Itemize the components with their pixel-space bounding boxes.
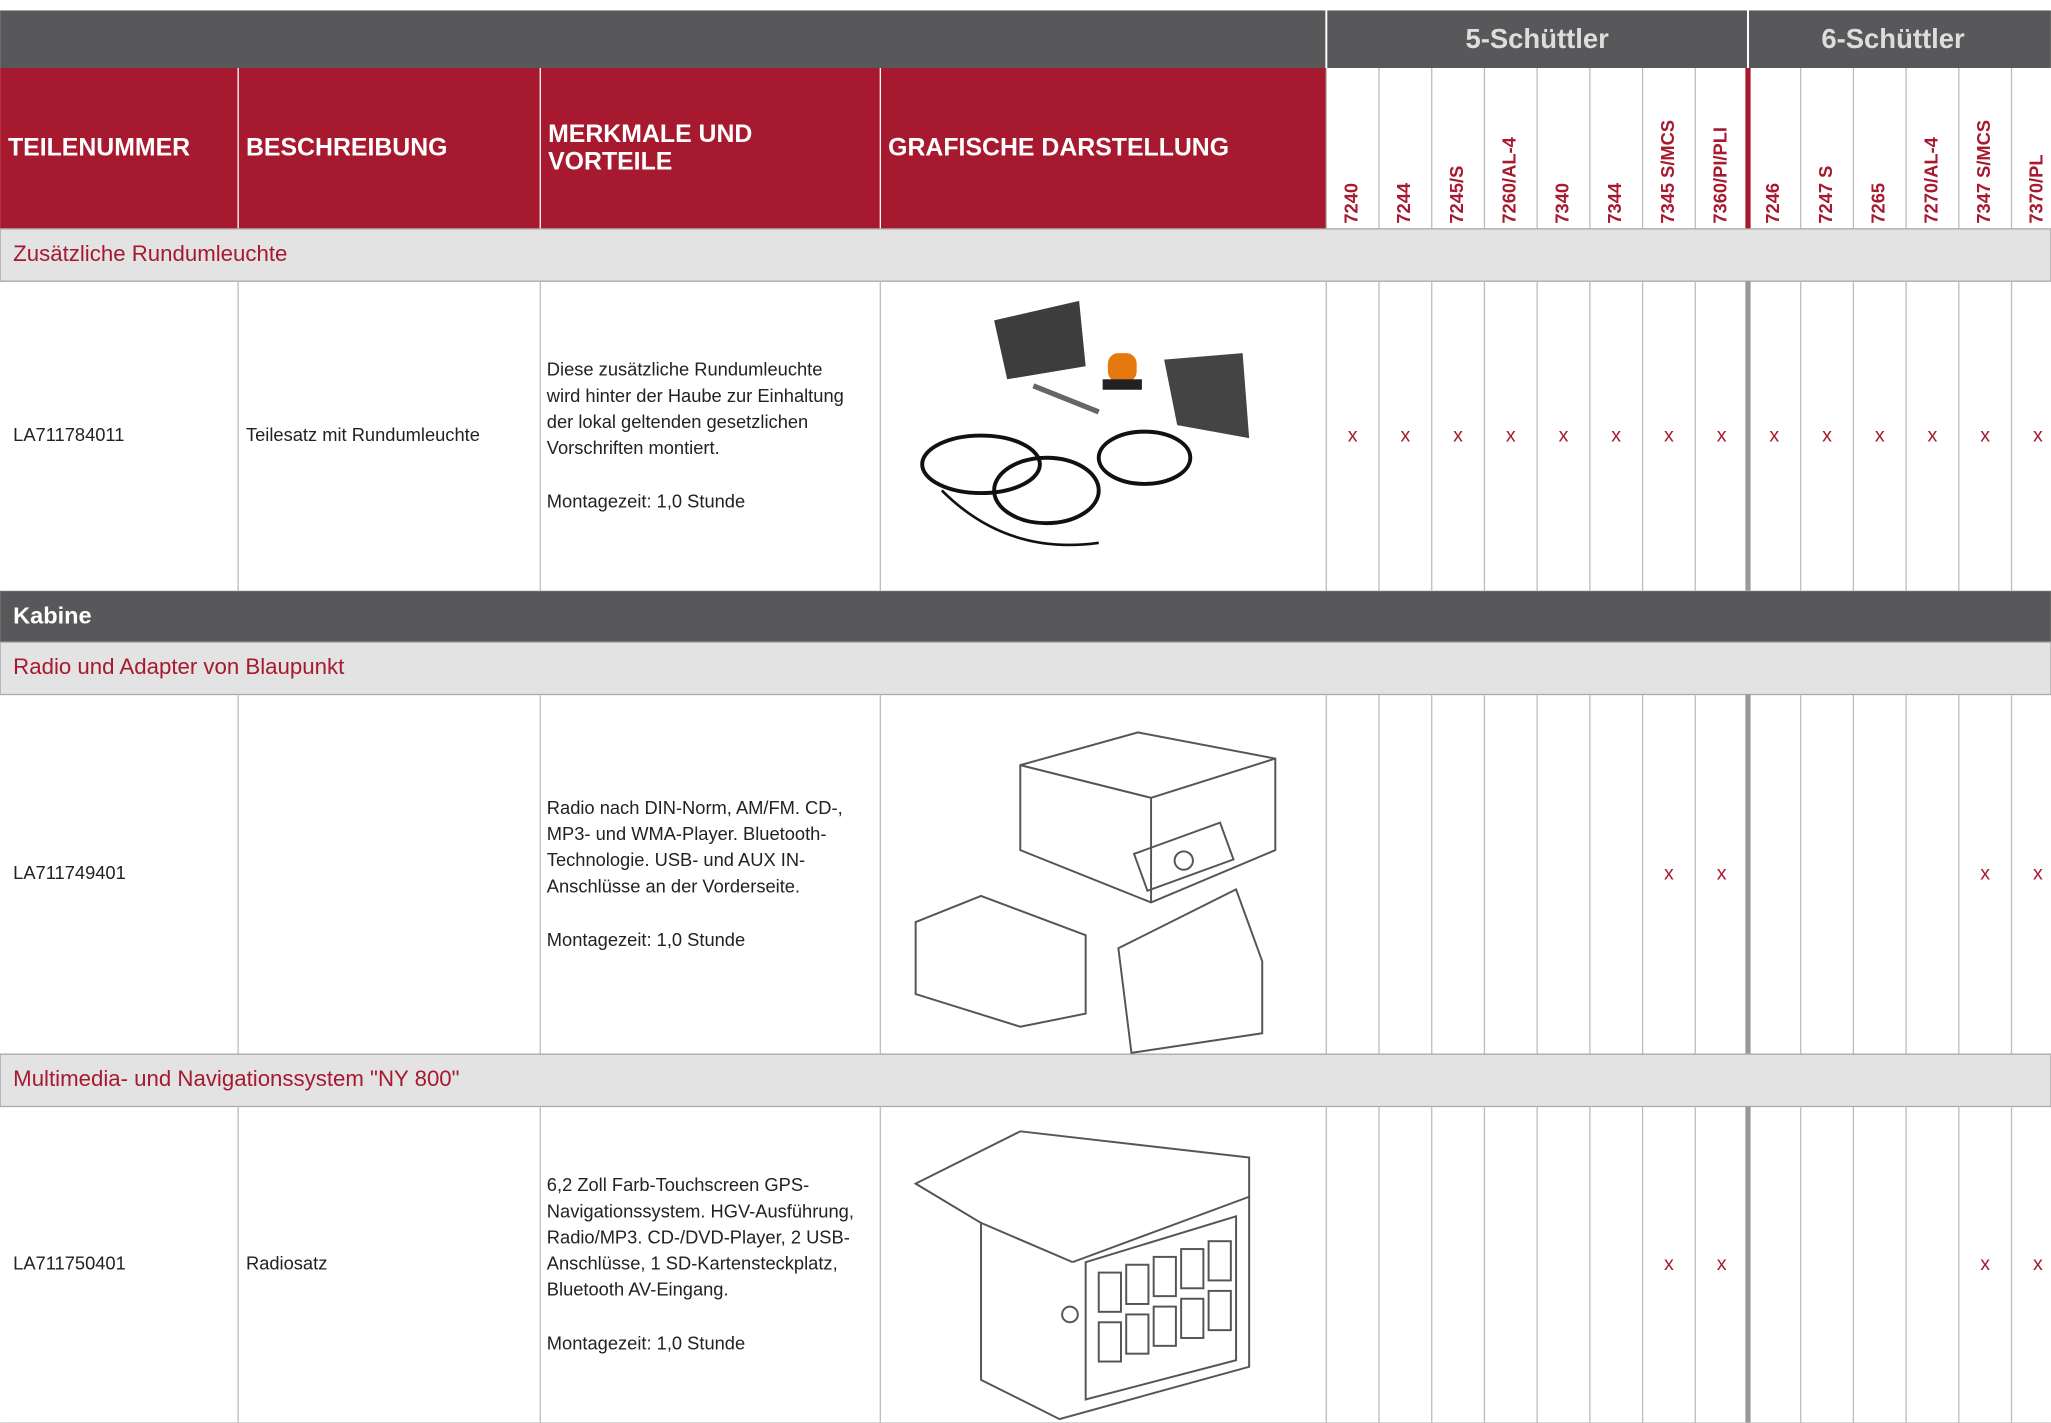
group-label: 5-Schüttler: [1465, 23, 1609, 54]
model-label: 7270/AL-4: [1920, 136, 1941, 223]
subheading: Zusätzliche Rundumleuchte: [13, 241, 287, 266]
fit-mark: x: [1875, 424, 1885, 446]
fit-mark: x: [1980, 1253, 1990, 1275]
part-number: LA711784011: [13, 424, 124, 445]
fit-mark: x: [2033, 1253, 2043, 1275]
fit-mark: x: [1664, 863, 1674, 885]
model-label: 7260/AL-4: [1499, 136, 1520, 223]
beacon-kit-image: [902, 294, 1295, 580]
subheading: Multimedia- und Navigationssystem "NY 80…: [13, 1066, 459, 1091]
fit-mark: x: [1980, 424, 1990, 446]
group-band: [0, 10, 2051, 69]
navigation-image: [913, 1130, 1251, 1421]
fit-mark: x: [2033, 863, 2043, 885]
fit-mark: x: [1664, 424, 1674, 446]
feature-line: der lokal geltenden gesetzlichen: [547, 411, 808, 432]
images: [902, 294, 1295, 1421]
feature-line: Navigationssystem. HGV-Ausführung,: [547, 1200, 854, 1221]
feature-line: wird hinter der Haube zur Einhaltung: [546, 385, 844, 406]
fit-mark: x: [1717, 863, 1727, 885]
feature-line: MP3- und WMA-Player. Bluetooth-: [547, 823, 827, 844]
subheading: Radio und Adapter von Blaupunkt: [13, 654, 345, 679]
feature-line: Vorschriften montiert.: [547, 437, 720, 458]
model-label: 7345 S/MCS: [1657, 120, 1678, 224]
fit-mark: x: [1506, 424, 1516, 446]
column-header: MERKMALE UND: [548, 121, 752, 148]
part-number: LA711750401: [13, 1253, 126, 1274]
model-label: 7240: [1341, 183, 1362, 224]
fit-mark: x: [1400, 424, 1410, 446]
mounting-time: Montagezeit: 1,0 Stunde: [547, 491, 745, 512]
feature-line: Anschlüsse an der Vorderseite.: [547, 875, 800, 896]
model-label: 7265: [1868, 183, 1889, 224]
heading-band: [0, 591, 2051, 643]
feature-line: Diese zusätzliche Rundumleuchte: [547, 359, 823, 380]
fit-mark: x: [1348, 424, 1358, 446]
mounting-time: Montagezeit: 1,0 Stunde: [547, 929, 745, 950]
fit-mark: x: [1717, 1253, 1727, 1275]
model-label: 7340: [1551, 183, 1572, 224]
subheading-band: [0, 1053, 2051, 1108]
fit-mark: x: [1980, 863, 1990, 885]
description: Radiosatz: [246, 1253, 327, 1274]
fit-mark: x: [1453, 424, 1463, 446]
model-label: 7370/PL: [2026, 154, 2047, 223]
feature-line: Anschlüsse, 1 SD-Kartensteckplatz,: [547, 1253, 838, 1274]
fit-mark: x: [1664, 1253, 1674, 1275]
model-label: 7244: [1393, 182, 1414, 224]
column-header: VORTEILE: [548, 148, 672, 175]
model-label: 7347 S/MCS: [1973, 120, 1994, 224]
column-header: BESCHREIBUNG: [246, 135, 448, 162]
model-label: 7360/PI/PLI: [1709, 127, 1730, 224]
model-label: 7247 S: [1815, 166, 1836, 224]
column-header: TEILENUMMER: [8, 135, 190, 162]
fit-mark: x: [1717, 424, 1727, 446]
column-header: GRAFISCHE DARSTELLUNG: [888, 135, 1229, 162]
feature-line: Bluetooth AV-Eingang.: [547, 1279, 729, 1300]
radio-image: [914, 731, 1277, 1054]
feature-line: Radio/MP3. CD-/DVD-Player, 2 USB-: [547, 1226, 850, 1247]
model-label: 7344: [1604, 182, 1625, 224]
fit-mark: x: [1611, 424, 1621, 446]
subheading-band: [0, 641, 2051, 696]
fit-mark: x: [1928, 424, 1938, 446]
model-label: 7246: [1762, 183, 1783, 224]
group-label: 6-Schüttler: [1821, 23, 1965, 54]
feature-line: Radio nach DIN-Norm, AM/FM. CD-,: [547, 797, 843, 818]
fit-mark: x: [1559, 424, 1569, 446]
mounting-time: Montagezeit: 1,0 Stunde: [547, 1332, 745, 1353]
model-label: 7245/S: [1446, 166, 1467, 224]
fit-mark: x: [2033, 424, 2043, 446]
title-band: [0, 68, 1327, 229]
heading: Kabine: [13, 603, 91, 629]
fit-mark: x: [1769, 424, 1779, 446]
description: Teilesatz mit Rundumleuchte: [246, 424, 480, 445]
fit-mark: x: [1822, 424, 1832, 446]
feature-line: 6,2 Zoll Farb-Touchscreen GPS-: [547, 1174, 809, 1195]
feature-line: Technologie. USB- und AUX IN-: [547, 849, 805, 870]
part-number: LA711749401: [13, 862, 126, 883]
subheading-band: [0, 228, 2051, 282]
